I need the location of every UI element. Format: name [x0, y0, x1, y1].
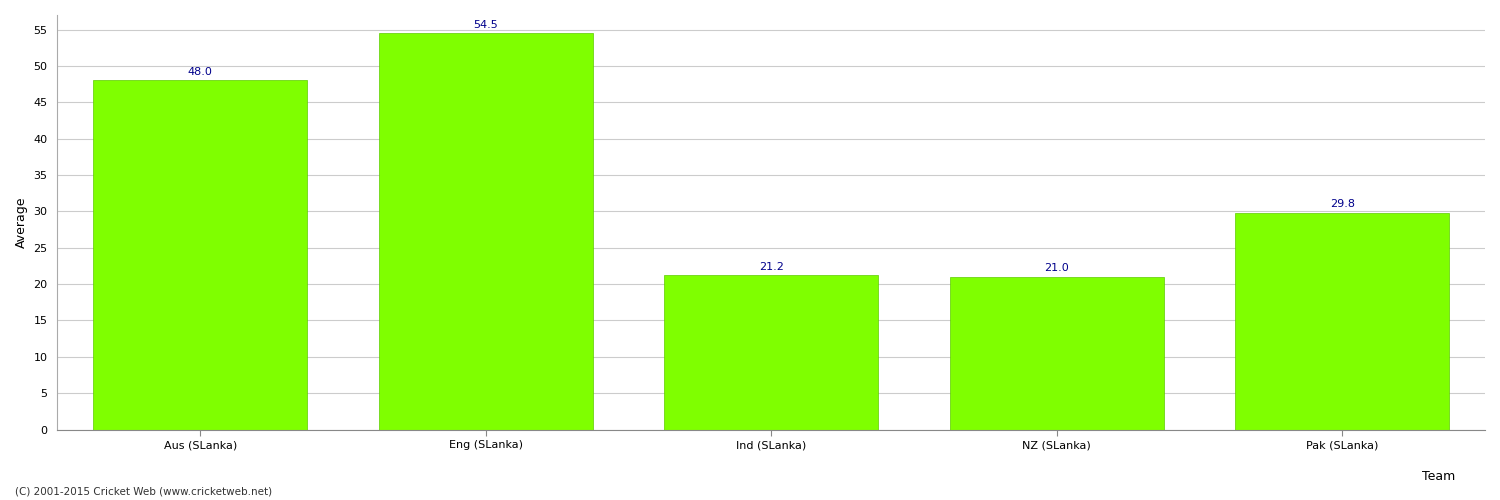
Text: 29.8: 29.8 — [1329, 199, 1354, 209]
Bar — [93, 80, 308, 430]
Text: 48.0: 48.0 — [188, 67, 213, 77]
Bar — [664, 276, 879, 430]
Text: 54.5: 54.5 — [474, 20, 498, 30]
Bar — [1234, 213, 1449, 430]
Text: 21.0: 21.0 — [1044, 263, 1070, 273]
Text: 21.2: 21.2 — [759, 262, 783, 272]
Y-axis label: Average: Average — [15, 196, 28, 248]
Bar — [950, 277, 1164, 430]
Text: Team: Team — [1422, 470, 1455, 483]
Bar — [378, 33, 592, 429]
Text: (C) 2001-2015 Cricket Web (www.cricketweb.net): (C) 2001-2015 Cricket Web (www.cricketwe… — [15, 487, 272, 497]
